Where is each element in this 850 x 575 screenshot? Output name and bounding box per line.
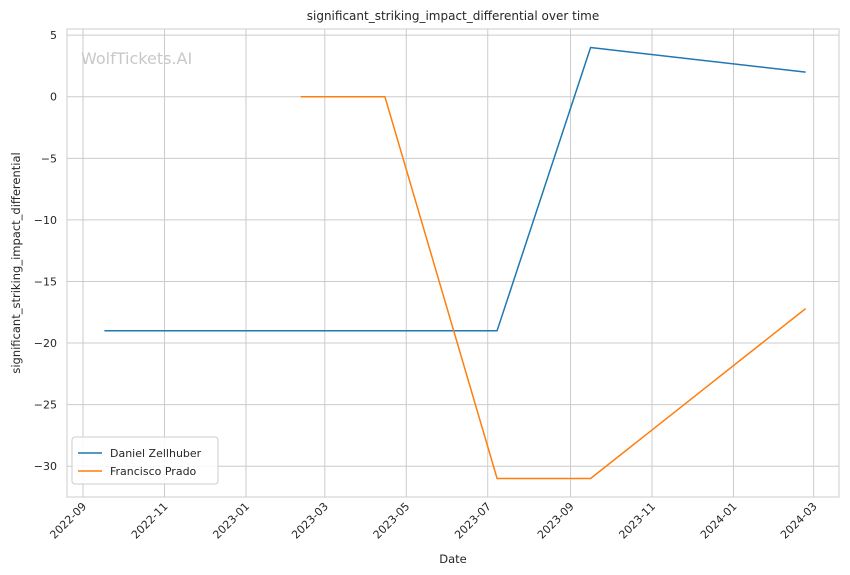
y-tick-label: −5 <box>41 152 57 165</box>
series-line <box>300 95 807 480</box>
y-tick-label: −25 <box>34 399 57 412</box>
legend-box <box>71 436 219 485</box>
legend: Daniel Zellhuber Francisco Prado <box>71 436 219 485</box>
y-tick-label: 0 <box>50 91 57 104</box>
y-tick-label: −20 <box>34 337 57 350</box>
watermark: WolfTickets.AI <box>81 49 192 68</box>
series-line <box>104 46 806 332</box>
x-axis-title: Date <box>439 552 467 566</box>
plot-frame <box>66 28 840 498</box>
chart-title: significant_striking_impact_differential… <box>307 9 599 23</box>
series-lines <box>104 46 807 480</box>
y-tick-label: −30 <box>34 460 57 473</box>
y-tick-label: −10 <box>34 214 57 227</box>
grid <box>67 29 839 497</box>
y-axis-title: significant_striking_impact_differential <box>9 152 23 373</box>
y-tick-label: −15 <box>34 275 57 288</box>
legend-label: Francisco Prado <box>110 465 197 478</box>
y-axis-ticks: 5 0 −5 −10 −15 −20 −25 −30 <box>34 29 57 473</box>
legend-label: Daniel Zellhuber <box>110 447 202 460</box>
y-tick-label: 5 <box>50 29 57 42</box>
